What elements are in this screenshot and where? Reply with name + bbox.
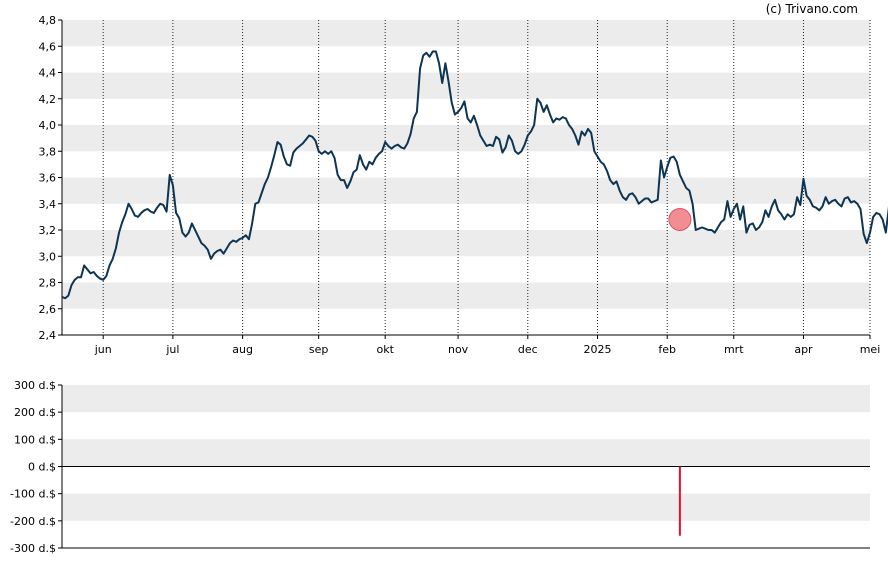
volume-panel: 300 d.$ 200 d.$ 100 d.$ 0 d.$ -100 d.$ -200 d… <box>10 379 870 555</box>
x-tick-label: nov <box>448 343 469 356</box>
x-tick-label: apr <box>794 343 813 356</box>
y-tick-label: 3,6 <box>39 172 57 185</box>
x-tick-label: mrt <box>724 343 744 356</box>
x-tick-label: feb <box>658 343 676 356</box>
x-tick-label: dec <box>518 343 538 356</box>
y-tick-label: 200 d.$ <box>14 406 56 419</box>
y-tick-label: 4,6 <box>39 40 57 53</box>
y-tick-label: 4,8 <box>39 14 57 27</box>
y-tick-label: -200 d.$ <box>10 515 56 528</box>
x-tick-label: 2025 <box>583 343 611 356</box>
y-tick-label: 4,0 <box>39 119 57 132</box>
x-tick-label: jun <box>94 343 112 356</box>
y-tick-label: 4,2 <box>39 93 57 106</box>
grid-band <box>62 178 870 204</box>
x-tick-label: okt <box>376 343 394 356</box>
y-tick-label: -300 d.$ <box>10 542 56 555</box>
y-tick-label: 3,4 <box>39 198 57 211</box>
grid-band <box>62 385 870 412</box>
y-tick-label: 0 d.$ <box>28 461 56 474</box>
y-tick-label: 2,8 <box>39 277 57 290</box>
x-tick-label: mei <box>860 343 881 356</box>
y-tick-label: -100 d.$ <box>10 488 56 501</box>
y-tick-label: 2,6 <box>39 303 57 316</box>
copyright-label: (c) Trivano.com <box>766 2 858 16</box>
y-tick-label: 3,0 <box>39 250 57 263</box>
x-tick-label: jul <box>165 343 179 356</box>
event-marker <box>669 209 691 231</box>
grid-band <box>62 439 870 466</box>
y-tick-label: 2,4 <box>39 329 57 342</box>
x-tick-label: sep <box>309 343 328 356</box>
y-tick-label: 3,2 <box>39 224 57 237</box>
price-panel: jun jul aug sep okt nov dec 2025 feb mrt apr mei 2,4… <box>39 14 888 356</box>
y-tick-label: 3,8 <box>39 145 57 158</box>
grid-band <box>62 125 870 151</box>
grid-band <box>62 73 870 99</box>
grid-band <box>62 494 870 521</box>
grid-band <box>62 20 870 46</box>
grid-band <box>62 283 870 309</box>
y-tick-label: 100 d.$ <box>14 433 56 446</box>
y-tick-label: 300 d.$ <box>14 379 56 392</box>
y-tick-label: 4,4 <box>39 67 57 80</box>
x-tick-label: aug <box>232 343 253 356</box>
